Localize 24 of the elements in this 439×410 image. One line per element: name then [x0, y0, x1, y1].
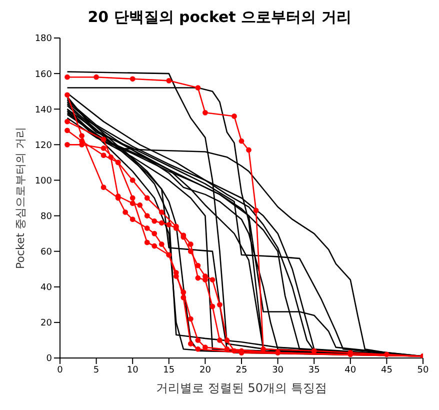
y-tick-label: 120 [34, 140, 52, 151]
y-tick-label: 20 [40, 318, 52, 329]
x-tick-label: 40 [344, 365, 356, 376]
x-tick-label: 30 [272, 365, 284, 376]
x-axis-title: 거리별로 정렬된 50개의 특징점 [156, 381, 327, 395]
x-tick-label: 35 [308, 365, 320, 376]
x-tick-label: 5 [93, 365, 100, 376]
y-tick-label: 80 [40, 212, 52, 222]
y-tick-label: 140 [34, 105, 52, 116]
x-tick-label: 0 [57, 365, 64, 376]
y-tick-label: 0 [46, 354, 52, 364]
x-tick-label: 20 [199, 365, 212, 376]
y-tick-label: 100 [34, 176, 52, 186]
x-tick-label: 50 [417, 365, 429, 376]
y-axis-title: Pocket 중심으로부터의 거리 [14, 126, 27, 270]
y-tick-label: 40 [40, 283, 52, 294]
chart-title: 20 단백질의 pocket 으로부터의 거리 [86, 8, 352, 28]
y-tick-label: 160 [34, 70, 52, 80]
x-tick-label: 10 [126, 365, 139, 376]
x-tick-label: 25 [236, 365, 248, 376]
x-tick-label: 45 [380, 365, 392, 376]
y-tick-label: 180 [34, 34, 52, 44]
x-tick-label: 15 [163, 365, 175, 376]
y-tick-label: 60 [40, 248, 52, 258]
